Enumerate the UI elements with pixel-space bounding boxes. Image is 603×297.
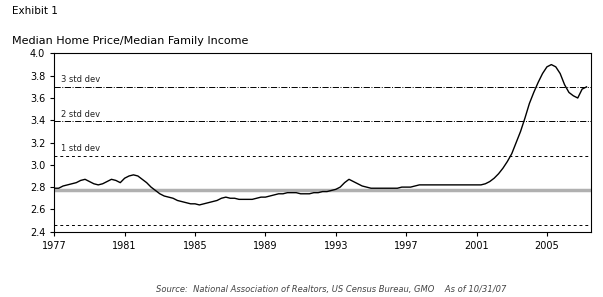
Text: Source:  National Association of Realtors, US Census Bureau, GMO    As of 10/31/: Source: National Association of Realtors… bbox=[156, 285, 507, 294]
Text: 1 std dev: 1 std dev bbox=[62, 144, 101, 153]
Text: 3 std dev: 3 std dev bbox=[62, 75, 101, 84]
Text: 2 std dev: 2 std dev bbox=[62, 110, 101, 119]
Text: Median Home Price/Median Family Income: Median Home Price/Median Family Income bbox=[12, 36, 248, 46]
Text: Exhibit 1: Exhibit 1 bbox=[12, 6, 58, 16]
